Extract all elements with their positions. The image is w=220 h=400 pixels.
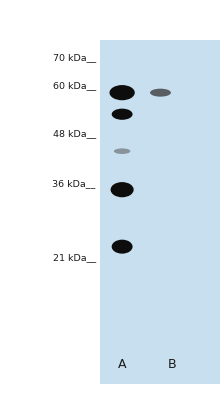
Text: 48 kDa__: 48 kDa__ (53, 130, 96, 138)
Ellipse shape (112, 109, 133, 120)
Ellipse shape (111, 182, 134, 197)
Ellipse shape (110, 85, 135, 100)
Text: 60 kDa__: 60 kDa__ (53, 82, 96, 90)
Text: 21 kDa__: 21 kDa__ (53, 254, 96, 262)
Text: 70 kDa__: 70 kDa__ (53, 54, 96, 62)
Ellipse shape (114, 148, 130, 154)
Ellipse shape (150, 89, 171, 97)
Text: 36 kDa__: 36 kDa__ (52, 180, 96, 188)
Text: A: A (118, 358, 126, 371)
Text: B: B (167, 358, 176, 371)
Ellipse shape (112, 240, 133, 254)
Bar (100, 40, 220, 384)
